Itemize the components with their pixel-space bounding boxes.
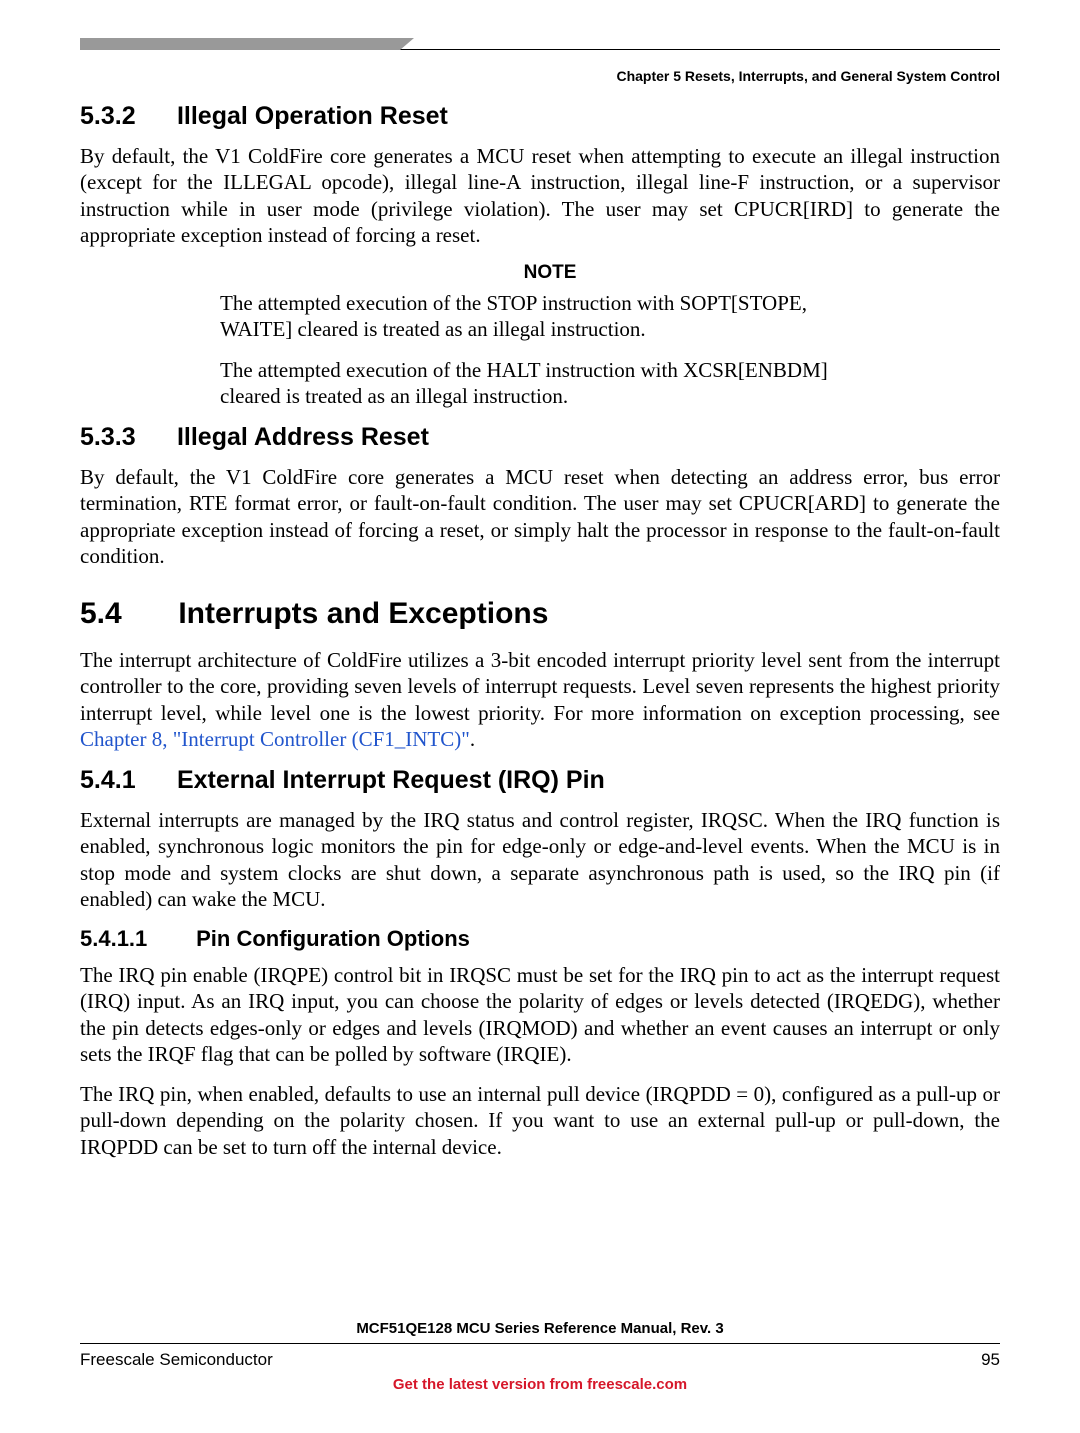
text-run: The interrupt architecture of ColdFire u… bbox=[80, 648, 1000, 725]
heading-5-4: 5.4 Interrupts and Exceptions bbox=[80, 597, 1000, 631]
paragraph: The IRQ pin enable (IRQPE) control bit i… bbox=[80, 962, 1000, 1067]
footer-row: Freescale Semiconductor 95 bbox=[80, 1350, 1000, 1370]
text-run: . bbox=[470, 727, 475, 751]
heading-title: Illegal Address Reset bbox=[177, 423, 429, 451]
footer-page-number: 95 bbox=[981, 1350, 1000, 1370]
header-rule bbox=[80, 38, 1000, 50]
heading-5-4-1: 5.4.1 External Interrupt Request (IRQ) P… bbox=[80, 766, 1000, 795]
heading-number: 5.3.3 bbox=[80, 423, 170, 452]
note-paragraph: The attempted execution of the STOP inst… bbox=[220, 290, 880, 343]
chapter-header: Chapter 5 Resets, Interrupts, and Genera… bbox=[80, 68, 1000, 84]
paragraph: By default, the V1 ColdFire core generat… bbox=[80, 143, 1000, 248]
footer-rule bbox=[80, 1343, 1000, 1344]
heading-title: External Interrupt Request (IRQ) Pin bbox=[177, 766, 605, 794]
heading-5-4-1-1: 5.4.1.1 Pin Configuration Options bbox=[80, 926, 1000, 952]
paragraph: By default, the V1 ColdFire core generat… bbox=[80, 464, 1000, 569]
heading-5-3-3: 5.3.3 Illegal Address Reset bbox=[80, 423, 1000, 452]
paragraph: External interrupts are managed by the I… bbox=[80, 807, 1000, 912]
heading-title: Illegal Operation Reset bbox=[177, 102, 448, 130]
header-rule-thick bbox=[80, 38, 400, 50]
footer-link-text[interactable]: Get the latest version from freescale.co… bbox=[393, 1376, 687, 1393]
footer-link[interactable]: Get the latest version from freescale.co… bbox=[80, 1376, 1000, 1393]
header-rule-triangle bbox=[400, 38, 414, 50]
heading-title: Pin Configuration Options bbox=[196, 926, 470, 951]
heading-number: 5.4.1.1 bbox=[80, 926, 190, 952]
heading-5-3-2: 5.3.2 Illegal Operation Reset bbox=[80, 102, 1000, 131]
cross-reference-link[interactable]: Chapter 8, "Interrupt Controller (CF1_IN… bbox=[80, 727, 470, 751]
paragraph: The interrupt architecture of ColdFire u… bbox=[80, 647, 1000, 752]
page-footer: MCF51QE128 MCU Series Reference Manual, … bbox=[80, 1320, 1000, 1393]
footer-title: MCF51QE128 MCU Series Reference Manual, … bbox=[80, 1320, 1000, 1337]
footer-left: Freescale Semiconductor bbox=[80, 1350, 273, 1370]
note-block: NOTE The attempted execution of the STOP… bbox=[220, 262, 880, 409]
note-label: NOTE bbox=[220, 262, 880, 284]
heading-number: 5.3.2 bbox=[80, 102, 170, 131]
heading-title: Interrupts and Exceptions bbox=[178, 597, 548, 630]
heading-number: 5.4.1 bbox=[80, 766, 170, 795]
note-paragraph: The attempted execution of the HALT inst… bbox=[220, 357, 880, 410]
heading-number: 5.4 bbox=[80, 597, 170, 631]
paragraph: The IRQ pin, when enabled, defaults to u… bbox=[80, 1081, 1000, 1160]
